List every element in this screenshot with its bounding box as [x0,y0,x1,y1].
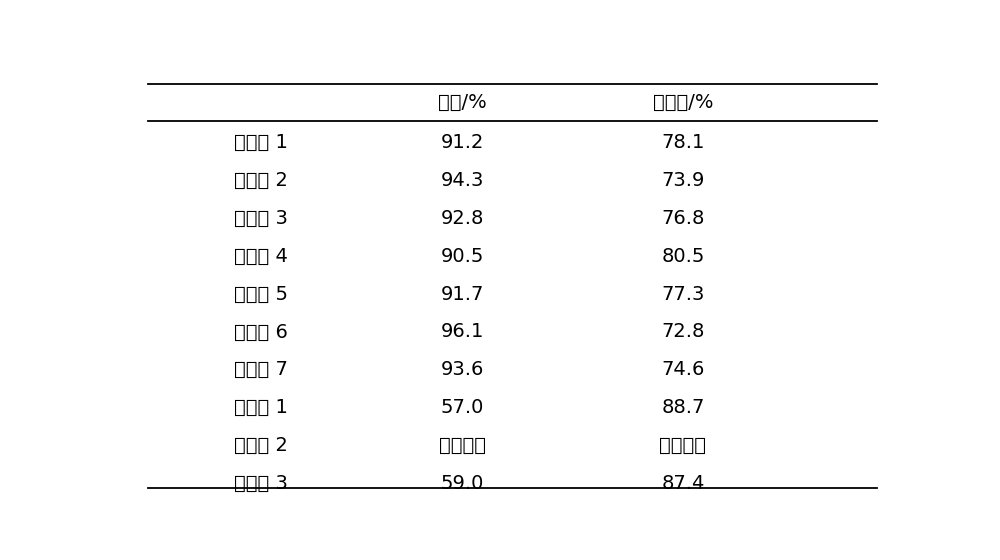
Text: 72.8: 72.8 [661,323,705,342]
Text: 实施例 1: 实施例 1 [234,133,288,152]
Text: 回收率/%: 回收率/% [653,94,713,112]
Text: 实施例 6: 实施例 6 [234,323,288,342]
Text: 纯度/%: 纯度/% [438,94,486,112]
Text: 59.0: 59.0 [440,474,484,493]
Text: 未洗脱出: 未洗脱出 [660,436,706,455]
Text: 91.7: 91.7 [440,284,484,304]
Text: 73.9: 73.9 [661,171,705,190]
Text: 87.4: 87.4 [661,474,705,493]
Text: 对比例 2: 对比例 2 [234,436,288,455]
Text: 88.7: 88.7 [661,398,705,417]
Text: 实施例 2: 实施例 2 [234,171,288,190]
Text: 57.0: 57.0 [440,398,484,417]
Text: 94.3: 94.3 [440,171,484,190]
Text: 实施例 5: 实施例 5 [234,284,288,304]
Text: 90.5: 90.5 [440,246,484,265]
Text: 96.1: 96.1 [440,323,484,342]
Text: 对比例 3: 对比例 3 [234,474,288,493]
Text: 对比例 1: 对比例 1 [234,398,288,417]
Text: 78.1: 78.1 [661,133,705,152]
Text: 74.6: 74.6 [661,361,705,380]
Text: 实施例 7: 实施例 7 [234,361,288,380]
Text: 91.2: 91.2 [440,133,484,152]
Text: 76.8: 76.8 [661,209,705,227]
Text: 实施例 4: 实施例 4 [234,246,288,265]
Text: 93.6: 93.6 [440,361,484,380]
Text: 92.8: 92.8 [440,209,484,227]
Text: 实施例 3: 实施例 3 [234,209,288,227]
Text: 77.3: 77.3 [661,284,705,304]
Text: 未洗脱出: 未洗脱出 [439,436,486,455]
Text: 80.5: 80.5 [661,246,705,265]
